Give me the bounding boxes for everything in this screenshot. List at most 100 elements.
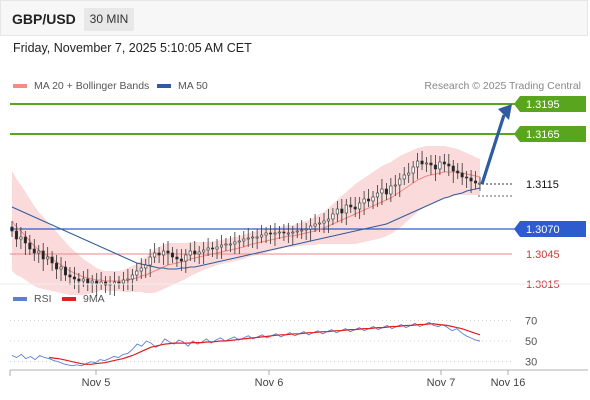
candle-body xyxy=(264,232,268,236)
candle-body xyxy=(469,177,473,182)
candle-body xyxy=(211,247,215,250)
candle-body xyxy=(242,238,246,242)
candle-body xyxy=(438,161,442,170)
candle-body xyxy=(304,228,308,231)
candle-body xyxy=(255,236,259,239)
x-tick-label: Nov 6 xyxy=(255,377,284,389)
candle-body xyxy=(420,160,424,165)
rsi-tick-50: 50 xyxy=(525,336,537,348)
level-tag-text: 1.3195 xyxy=(526,99,560,111)
level-tag-shape xyxy=(514,221,586,237)
candle-body xyxy=(300,229,304,232)
x-tick-label: Nov 7 xyxy=(427,377,456,389)
candle-body xyxy=(260,234,264,238)
timeframe-button[interactable]: 30 MIN xyxy=(84,8,134,31)
level-tag-shape xyxy=(514,126,586,142)
candle-body xyxy=(371,196,375,202)
candle-body xyxy=(126,278,130,281)
level-tag-shape xyxy=(514,96,586,112)
candle-body xyxy=(273,232,277,235)
candle-body xyxy=(55,262,59,270)
legend-rsi-label: RSI xyxy=(34,293,52,305)
candle-body xyxy=(28,242,32,250)
candle-body xyxy=(188,250,192,256)
candle-body xyxy=(313,223,317,227)
candle-body xyxy=(175,256,179,260)
rsi-ma9-line xyxy=(49,323,481,365)
ma50-swatch xyxy=(157,84,171,88)
projection-arrow-head xyxy=(498,104,512,120)
candle-body xyxy=(269,232,273,235)
candle-body xyxy=(291,231,295,234)
candle-body xyxy=(41,250,45,260)
legend-ma20-label: MA 20 + Bollinger Bands xyxy=(34,80,150,92)
candle-body xyxy=(447,163,451,167)
candle-body xyxy=(340,208,344,214)
candle-body xyxy=(63,266,67,276)
candle-body xyxy=(442,161,446,165)
candle-body xyxy=(389,185,393,195)
candle-body xyxy=(237,240,241,243)
candle-body xyxy=(81,278,85,282)
candle-body xyxy=(425,162,429,165)
candle-body xyxy=(344,204,348,214)
projection-arrow-shaft xyxy=(480,114,506,185)
legend-ma50: MA 50 xyxy=(157,80,208,92)
candle-body xyxy=(367,198,371,202)
candle-body xyxy=(407,172,411,176)
candle-body xyxy=(335,208,339,215)
candle-body xyxy=(10,226,14,232)
candle-body xyxy=(170,252,174,258)
candle-body xyxy=(362,198,366,204)
candle-body xyxy=(286,232,290,235)
candle-body xyxy=(429,162,433,166)
legend-ma20: MA 20 + Bollinger Bands xyxy=(13,80,149,92)
candle-body xyxy=(68,274,72,278)
candle-body xyxy=(162,250,166,256)
candle-body xyxy=(14,230,18,240)
candle-body xyxy=(193,250,197,255)
level-tag-text: 1.3070 xyxy=(526,224,560,236)
candle-body xyxy=(358,202,362,210)
candle-body xyxy=(474,180,478,184)
candle-body xyxy=(19,236,23,240)
level-label-1.3195: 1.3195 xyxy=(514,96,586,112)
candle-body xyxy=(202,249,206,253)
candle-body xyxy=(402,174,406,180)
candle-body xyxy=(117,281,121,284)
candle-body xyxy=(375,192,379,198)
legend-ma50-label: MA 50 xyxy=(178,80,208,92)
candle-body xyxy=(398,178,402,186)
legend-rsi: RSI xyxy=(13,293,52,305)
candle-body xyxy=(184,254,188,262)
candle-body xyxy=(148,256,152,266)
legend-9ma-label: 9MA xyxy=(83,293,105,305)
candle-body xyxy=(277,231,281,234)
candle-body xyxy=(411,166,415,174)
candle-body xyxy=(465,176,469,179)
candle-body xyxy=(318,222,322,225)
ma20-line xyxy=(11,171,481,282)
level-tag-1.3115: 1.3115 xyxy=(526,179,559,191)
rsi-tick-70: 70 xyxy=(525,315,537,327)
candle-body xyxy=(139,267,143,272)
candle-body xyxy=(37,250,41,254)
level-tag-text: 1.3165 xyxy=(526,129,560,141)
candle-body xyxy=(59,266,63,270)
candle-body xyxy=(157,252,161,256)
candle-body xyxy=(282,231,286,234)
candle-body xyxy=(326,218,330,222)
candle-body xyxy=(153,252,157,258)
candle-body xyxy=(135,270,139,276)
candle-body xyxy=(331,213,335,220)
candle-body xyxy=(224,243,228,246)
candle-body xyxy=(433,164,437,170)
rsi-tick-30: 30 xyxy=(525,357,537,369)
candle-body xyxy=(215,246,219,250)
chart-header: GBP/USD 30 MIN xyxy=(0,0,588,36)
candle-body xyxy=(32,248,36,254)
candle-body xyxy=(460,172,464,178)
ma20-swatch xyxy=(13,84,27,88)
x-tick-label: Nov 5 xyxy=(82,377,111,389)
